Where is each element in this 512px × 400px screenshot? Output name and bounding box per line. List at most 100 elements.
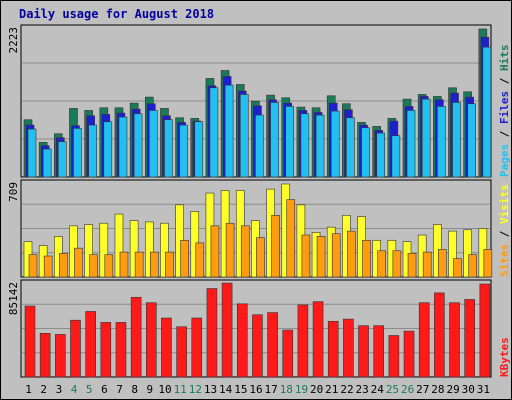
hits-bar-pages: [421, 98, 431, 178]
kbytes-bar-kbytes: [343, 318, 354, 378]
visits-bar-sites: [407, 253, 417, 278]
x-tick-label: 15: [234, 383, 247, 396]
hits-bar-pages: [133, 113, 143, 178]
visits-bar-sites: [422, 251, 432, 278]
x-tick-label: 18: [280, 383, 293, 396]
visits-bar-sites: [392, 250, 402, 278]
hits-bar-pages: [437, 106, 446, 178]
x-tick-label: 2: [40, 383, 47, 396]
visits-bar-sites: [316, 236, 326, 278]
hits-bar-pages: [376, 132, 386, 178]
x-tick-label: 25: [386, 383, 399, 396]
hits-bar-pages: [73, 128, 82, 178]
x-tick-label: 23: [356, 383, 369, 396]
visits-bar-sites: [119, 251, 129, 278]
x-tick-label: 10: [158, 383, 171, 396]
hits-bar-pages: [27, 128, 37, 178]
x-tick-label: 3: [56, 383, 63, 396]
kbytes-bar-kbytes: [39, 333, 51, 378]
legend-entry-files: Files: [498, 91, 511, 124]
visits-panel: 709 Sites / Visits: [7, 179, 511, 278]
x-tick-label: 6: [101, 383, 108, 396]
kbytes-bar-kbytes: [358, 325, 369, 378]
visits-bar-sites: [28, 254, 38, 278]
kbytes-bar-kbytes: [70, 319, 81, 378]
hits-bar-pages: [42, 148, 52, 178]
visits-bar-sites: [195, 242, 205, 278]
kbytes-bar-kbytes: [327, 320, 339, 378]
x-tick-label: 20: [310, 383, 323, 396]
visits-bar-visits: [144, 221, 154, 278]
visits-bar-sites: [362, 239, 371, 278]
legend-entry-sites: Sites: [498, 244, 511, 277]
hits-bar-pages: [467, 103, 476, 178]
kbytes-bar-kbytes: [267, 312, 278, 378]
hits-legend-label: Pages / Files / Hits: [498, 45, 511, 178]
x-tick-label: 21: [325, 383, 338, 396]
hits-bar-pages: [255, 114, 264, 178]
visits-bar-sites: [180, 239, 189, 278]
visits-bar-sites: [165, 251, 174, 278]
x-tick-label: 13: [204, 383, 217, 396]
x-tick-label: 5: [86, 383, 93, 396]
visits-bar-visits: [463, 229, 472, 278]
x-tick-label: 1: [25, 383, 32, 396]
kbytes-bar-kbytes: [145, 302, 157, 378]
kbytes-bar-kbytes: [434, 292, 445, 378]
legend-entry-hits: Hits: [498, 45, 511, 72]
x-tick-label: 29: [446, 383, 459, 396]
chart-title: Daily usage for August 2018: [19, 7, 214, 21]
kbytes-bar-kbytes: [221, 282, 233, 378]
x-tick-label: 30: [462, 383, 475, 396]
x-tick-label: 22: [340, 383, 353, 396]
visits-bar-sites: [210, 225, 220, 278]
hits-bar-pages: [58, 141, 67, 178]
visits-bar-sites: [104, 254, 114, 278]
kbytes-bar-kbytes: [85, 311, 96, 378]
x-tick-label: 11: [174, 383, 187, 396]
visits-bar-sites: [301, 234, 311, 278]
x-tick-label: 31: [477, 383, 490, 396]
visits-bar-sites: [240, 225, 250, 278]
kbytes-bar-kbytes: [388, 335, 400, 378]
kbytes-ymax-label: 85142: [7, 282, 20, 315]
hits-bar-pages: [118, 116, 128, 178]
hits-bar-pages: [346, 117, 355, 178]
visits-bar-visits: [99, 222, 109, 278]
visits-bar-sites: [59, 253, 68, 278]
x-tick-label: 9: [147, 383, 154, 396]
hits-bar-pages: [88, 124, 97, 178]
visits-bar-visits: [129, 220, 139, 278]
x-axis: 1 2 3 4 5 6 7 8 9 10 11 12 13 14 15 16 17 18 19 20 21 22 23 24 2…: [25, 383, 490, 396]
visits-bar-sites: [347, 230, 356, 278]
kbytes-bar-kbytes: [373, 325, 385, 378]
visits-bar-sites: [74, 247, 83, 278]
hits-bar-pages: [330, 110, 340, 178]
kbytes-bar-kbytes: [191, 317, 203, 378]
visits-bar-sites: [286, 199, 296, 278]
hits-bar-pages: [482, 46, 492, 178]
visits-bar-sites: [149, 251, 159, 278]
kbytes-bar-kbytes: [479, 283, 491, 378]
kbytes-bar-kbytes: [206, 288, 218, 378]
visits-bar-sites: [271, 215, 280, 278]
visits-bar-sites: [225, 222, 235, 278]
x-tick-label: 16: [249, 383, 262, 396]
kbytes-bar-kbytes: [418, 302, 430, 378]
visits-bar-sites: [89, 254, 98, 278]
kbytes-bar-kbytes: [464, 299, 475, 378]
kbytes-bar-kbytes: [312, 301, 324, 378]
hits-ymax-label: 2223: [7, 27, 20, 54]
x-tick-label: 17: [265, 383, 278, 396]
kbytes-bar-kbytes: [130, 296, 142, 378]
x-tick-label: 28: [431, 383, 444, 396]
x-tick-label: 14: [219, 383, 233, 396]
kbytes-bar-kbytes: [297, 304, 309, 378]
visits-ymax-label: 709: [7, 182, 20, 202]
kbytes-bar-kbytes: [176, 326, 187, 378]
legend-separator: /: [498, 124, 511, 144]
hits-bar-pages: [406, 110, 416, 178]
hits-bar-pages: [209, 87, 219, 178]
visits-bar-visits: [160, 222, 169, 278]
